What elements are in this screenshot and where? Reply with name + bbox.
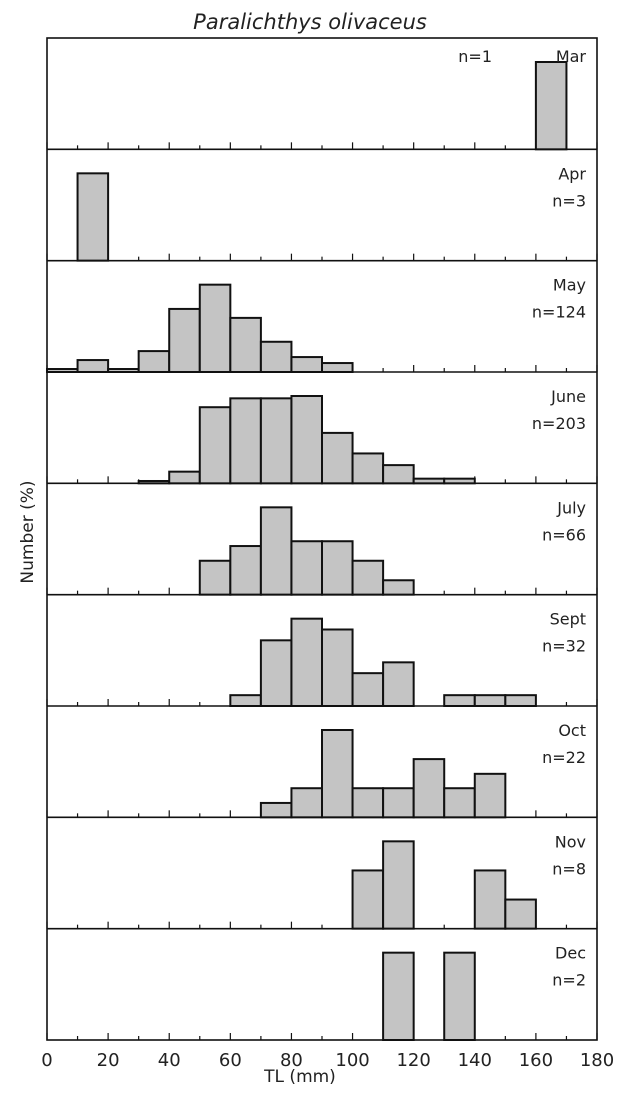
histogram-bar: [198, 283, 232, 373]
histogram-bar: [137, 350, 171, 373]
panel-month-label: Oct: [558, 721, 586, 740]
histogram-bar: [504, 898, 537, 930]
histogram-bar: [198, 406, 232, 485]
panel-n-label: n=22: [542, 748, 586, 767]
histogram-bar: [473, 772, 507, 819]
panel-n-label: n=8: [552, 859, 586, 878]
panel-month-label: May: [553, 276, 586, 295]
panel-n-label: n=3: [552, 191, 586, 210]
histogram-bar: [382, 661, 415, 707]
panel-month-label: Sept: [550, 610, 586, 629]
histogram-bar: [290, 356, 324, 374]
histogram-bar: [259, 397, 293, 485]
histogram-bar: [321, 431, 354, 485]
histogram-bar: [443, 951, 476, 1042]
histogram-bar: [321, 729, 354, 819]
panel-month-label: Dec: [555, 944, 586, 963]
histogram-bar: [382, 579, 415, 596]
panel-apr: Apr n=3: [46, 148, 598, 262]
histogram-bar: [229, 316, 262, 373]
histogram-bar: [168, 470, 201, 485]
panel-mar: Mar n=1: [46, 47, 598, 151]
histogram-bar: [259, 639, 293, 707]
histogram-bar: [229, 694, 262, 707]
histogram-bar: [473, 869, 507, 930]
histogram-bar: [321, 362, 354, 373]
histogram-bar: [443, 694, 476, 707]
panel-month-label: June: [550, 387, 586, 406]
histogram-bar: [229, 397, 262, 485]
histogram-bar: [412, 758, 446, 819]
chart-title: Paralichthys olivaceus: [193, 10, 427, 34]
x-tick-label: 80: [280, 1050, 303, 1071]
histogram-bar: [290, 395, 324, 485]
histogram-bar: [534, 61, 568, 151]
histogram-bar: [351, 869, 385, 930]
histogram-bar: [229, 545, 262, 596]
histogram-bar: [504, 694, 537, 707]
x-tick-label: 40: [158, 1050, 181, 1071]
panel-month-label: July: [556, 498, 586, 517]
x-tick-label: 0: [41, 1050, 52, 1071]
x-tick-label: 60: [219, 1050, 242, 1071]
histogram-bar: [351, 559, 385, 596]
plot-frame: [46, 37, 598, 1041]
x-axis: 0 20 40 60 80 100 120 140 160 180: [41, 1050, 614, 1071]
panel-july: July n=66: [46, 482, 598, 596]
x-axis-label: TL (mm): [263, 1067, 336, 1087]
panels-group: Mar n=1 Apr n=3 May n=124 June n=203 July n=66 Sep…: [46, 37, 598, 1042]
histogram-bar: [76, 172, 110, 262]
panel-sept: Sept n=32: [46, 593, 598, 708]
x-tick-label: 120: [396, 1050, 430, 1071]
panel-n-label: n=1: [458, 47, 492, 66]
histogram-bar: [351, 452, 385, 485]
panel-month-label: Mar: [556, 47, 587, 66]
histogram-bar: [76, 359, 110, 373]
panel-n-label: n=66: [542, 525, 586, 544]
panel-dec: Dec n=2: [46, 927, 598, 1042]
histogram-bar: [382, 951, 415, 1042]
panel-month-label: Apr: [558, 164, 586, 183]
histogram-bar: [198, 559, 232, 596]
panel-n-label: n=124: [532, 303, 586, 322]
x-tick-label: 140: [458, 1050, 492, 1071]
histogram-bar: [351, 787, 385, 819]
histogram-bar: [290, 540, 324, 596]
histogram-bar: [473, 694, 507, 707]
histogram-bar: [351, 672, 385, 707]
histogram-bar: [259, 340, 293, 373]
y-axis-label: Number (%): [18, 480, 38, 583]
panel-may: May n=124: [46, 259, 598, 374]
panel-n-label: n=203: [532, 414, 586, 433]
histogram-bar: [443, 787, 476, 819]
panel-june: June n=203: [46, 371, 598, 485]
panel-nov: Nov n=8: [46, 816, 598, 930]
panel-oct: Oct n=22: [46, 705, 598, 819]
histogram-bar: [321, 628, 354, 707]
x-tick-label: 180: [580, 1050, 614, 1071]
panel-month-label: Nov: [555, 832, 586, 851]
panel-n-label: n=2: [552, 971, 586, 990]
x-tick-label: 20: [97, 1050, 120, 1071]
x-tick-label: 100: [335, 1050, 369, 1071]
histogram-bar: [259, 801, 293, 819]
histogram-bar: [382, 840, 415, 930]
histogram-bar: [382, 787, 415, 819]
histogram-bar: [290, 617, 324, 708]
panel-n-label: n=32: [542, 637, 586, 656]
histogram-bar: [382, 464, 415, 485]
histogram-bar: [259, 506, 293, 596]
x-tick-label: 160: [519, 1050, 553, 1071]
histogram-bar: [321, 540, 354, 596]
histogram-bar: [290, 787, 324, 819]
histogram-bar: [168, 307, 201, 374]
